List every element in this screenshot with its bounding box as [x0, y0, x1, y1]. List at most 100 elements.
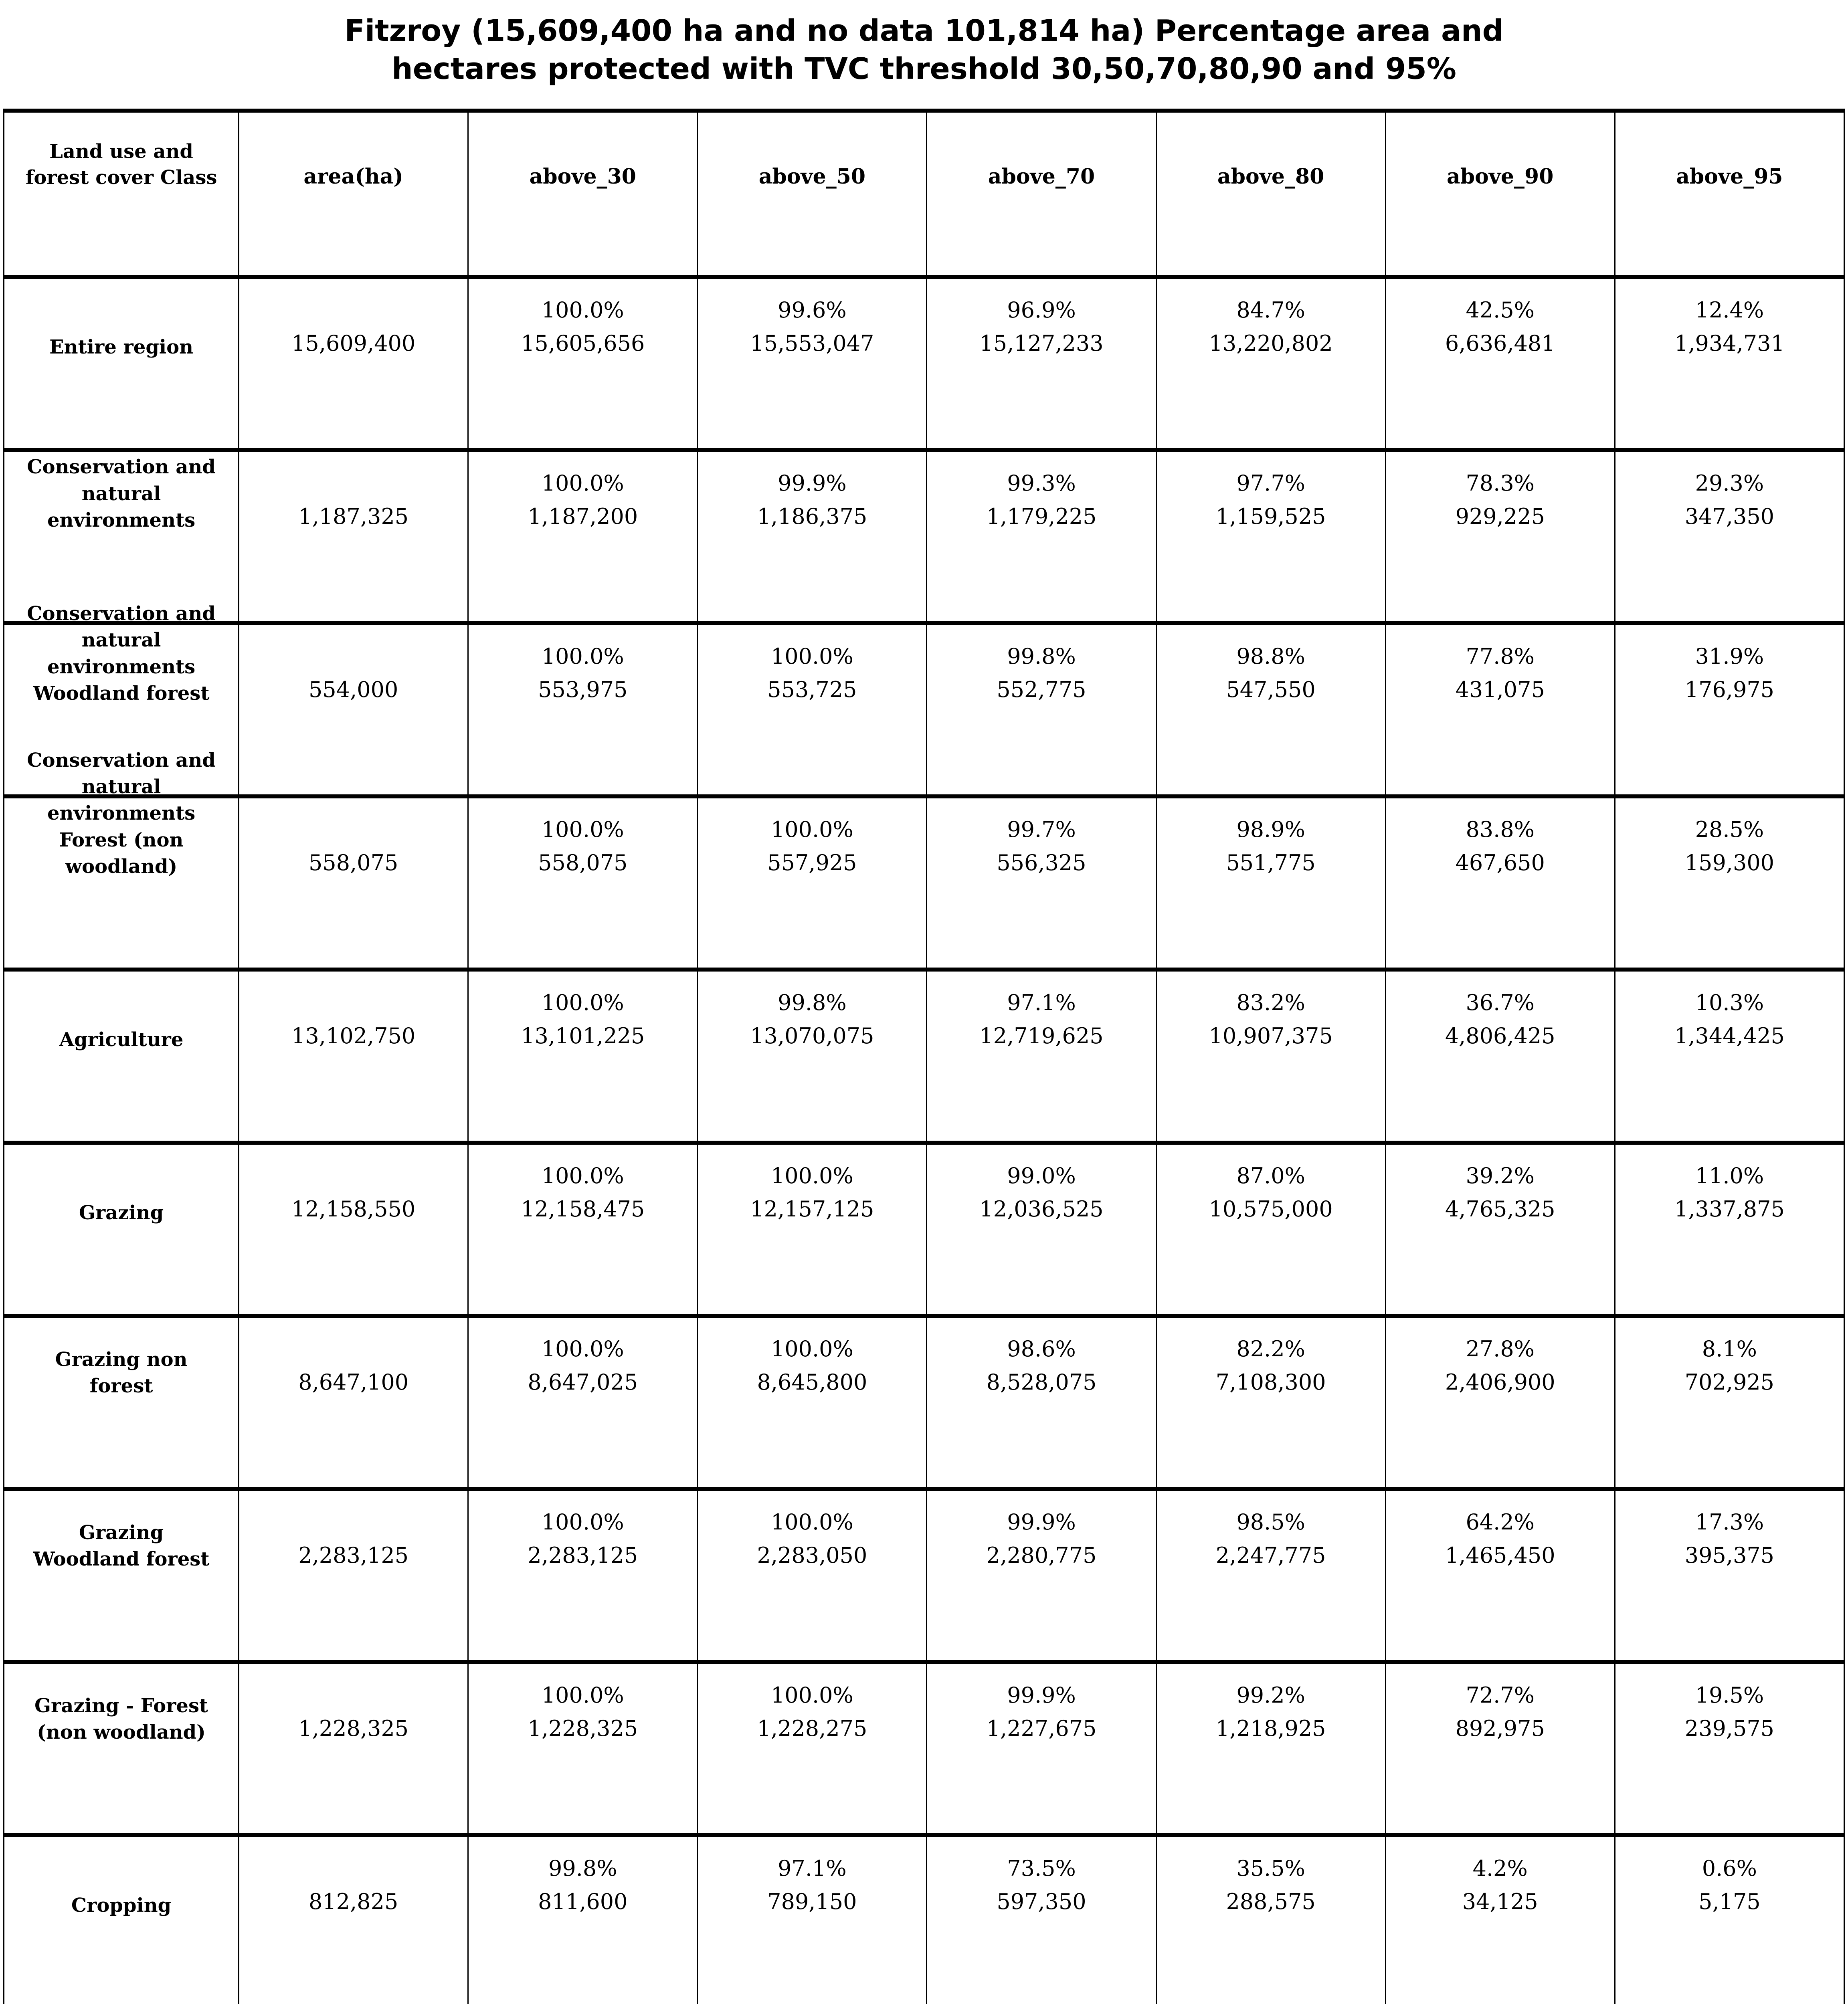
value-cell-above-95: 17.3% 395,375: [1614, 1487, 1845, 1665]
value-cell-above-80: 35.5% 288,575: [1155, 1833, 1386, 2004]
value-cell-above-70: 73.5% 597,350: [926, 1833, 1157, 2004]
value-cell-above-95: 29.3% 347,350: [1614, 448, 1845, 626]
page-title-line1: Fitzroy (15,609,400 ha and no data 101,8…: [344, 14, 1504, 48]
table-row: Grazing Woodland forest 2,283,125 100.0%…: [3, 1487, 1845, 1665]
value-cell-above-50: 97.1% 789,150: [697, 1833, 928, 2004]
value-cell-above-30: 100.0% 558,075: [467, 794, 698, 972]
column-header-above-30: above_30: [467, 109, 698, 279]
value-cell-above-95: 8.1% 702,925: [1614, 1314, 1845, 1491]
row-label-cell: Grazing: [3, 1141, 240, 1318]
area-cell: 554,000: [238, 621, 469, 799]
value-cell-above-50: 100.0% 8,645,800: [697, 1314, 928, 1491]
value-cell-above-90: 77.8% 431,075: [1385, 621, 1615, 799]
value-cell-above-80: 98.9% 551,775: [1155, 794, 1386, 972]
value-cell-above-90: 39.2% 4,765,325: [1385, 1141, 1615, 1318]
value-cell-above-90: 78.3% 929,225: [1385, 448, 1615, 626]
value-cell-above-70: 99.3% 1,179,225: [926, 448, 1157, 626]
value-cell-above-30: 100.0% 1,187,200: [467, 448, 698, 626]
value-cell-above-95: 12.4% 1,934,731: [1614, 275, 1845, 453]
value-cell-above-95: 10.3% 1,344,425: [1614, 968, 1845, 1145]
value-cell-above-80: 82.2% 7,108,300: [1155, 1314, 1386, 1491]
table-row: Entire region 15,609,400 100.0% 15,605,65…: [3, 275, 1845, 453]
value-cell-above-80: 84.7% 13,220,802: [1155, 275, 1386, 453]
value-cell-above-95: 11.0% 1,337,875: [1614, 1141, 1845, 1318]
column-header-above-80: above_80: [1155, 109, 1386, 279]
table-row: Grazing - Forest (non woodland) 1,228,32…: [3, 1660, 1845, 1838]
value-cell-above-90: 72.7% 892,975: [1385, 1660, 1615, 1838]
value-cell-above-90: 36.7% 4,806,425: [1385, 968, 1615, 1145]
area-cell: 558,075: [238, 794, 469, 972]
row-label-cell: Entire region: [3, 275, 240, 453]
value-cell-above-90: 42.5% 6,636,481: [1385, 275, 1615, 453]
row-label-cell: Conservation and natural environments Wo…: [3, 602, 240, 799]
table-row: Cropping 812,825 99.8% 811,600 97.1% 789,1…: [3, 1833, 1845, 2004]
column-header-above-95: above_95: [1614, 109, 1845, 279]
value-cell-above-70: 99.0% 12,036,525: [926, 1141, 1157, 1318]
value-cell-above-90: 27.8% 2,406,900: [1385, 1314, 1615, 1491]
value-cell-above-80: 83.2% 10,907,375: [1155, 968, 1386, 1145]
value-cell-above-70: 98.6% 8,528,075: [926, 1314, 1157, 1491]
protected-area-table: Land use and forest cover Class area(ha)…: [3, 109, 1845, 2004]
row-label-cell: Cropping: [3, 1833, 240, 2004]
value-cell-above-50: 100.0% 1,228,275: [697, 1660, 928, 1838]
value-cell-above-50: 100.0% 553,725: [697, 621, 928, 799]
area-cell: 15,609,400: [238, 275, 469, 453]
page-title-line2: hectares protected with TVC threshold 30…: [392, 51, 1456, 86]
value-cell-above-50: 100.0% 557,925: [697, 794, 928, 972]
header-row: Land use and forest cover Class area(ha)…: [3, 109, 1845, 279]
area-cell: 1,228,325: [238, 1660, 469, 1838]
page-title: Fitzroy (15,609,400 ha and no data 101,8…: [0, 0, 1848, 88]
column-header-above-90: above_90: [1385, 109, 1615, 279]
value-cell-above-70: 97.1% 12,719,625: [926, 968, 1157, 1145]
value-cell-above-80: 87.0% 10,575,000: [1155, 1141, 1386, 1318]
value-cell-above-80: 98.5% 2,247,775: [1155, 1487, 1386, 1665]
value-cell-above-80: 98.8% 547,550: [1155, 621, 1386, 799]
value-cell-above-50: 100.0% 12,157,125: [697, 1141, 928, 1318]
value-cell-above-30: 100.0% 1,228,325: [467, 1660, 698, 1838]
table-header: Land use and forest cover Class area(ha)…: [3, 109, 1845, 279]
value-cell-above-50: 99.6% 15,553,047: [697, 275, 928, 453]
table-row: Grazing 12,158,550 100.0% 12,158,475 100.…: [3, 1141, 1845, 1318]
table-row: Agriculture 13,102,750 100.0% 13,101,225 …: [3, 968, 1845, 1145]
area-cell: 812,825: [238, 1833, 469, 2004]
row-label-cell: Conservation and natural environments Fo…: [3, 749, 240, 972]
value-cell-above-70: 99.7% 556,325: [926, 794, 1157, 972]
column-header-area: area(ha): [238, 109, 469, 279]
column-header-above-70: above_70: [926, 109, 1157, 279]
value-cell-above-50: 100.0% 2,283,050: [697, 1487, 928, 1665]
value-cell-above-90: 4.2% 34,125: [1385, 1833, 1615, 2004]
value-cell-above-80: 97.7% 1,159,525: [1155, 448, 1386, 626]
row-label-cell: Grazing non forest: [3, 1314, 240, 1491]
row-label-cell: Conservation and natural environments: [3, 448, 240, 626]
table-row: Grazing non forest 8,647,100 100.0% 8,647…: [3, 1314, 1845, 1491]
table-row: Conservation and natural environments Fo…: [3, 749, 1845, 972]
value-cell-above-70: 96.9% 15,127,233: [926, 275, 1157, 453]
table-body: Entire region 15,609,400 100.0% 15,605,65…: [3, 275, 1845, 2004]
value-cell-above-50: 99.9% 1,186,375: [697, 448, 928, 626]
value-cell-above-30: 100.0% 15,605,656: [467, 275, 698, 453]
value-cell-above-30: 99.8% 811,600: [467, 1833, 698, 2004]
area-cell: 8,647,100: [238, 1314, 469, 1491]
table-row: Conservation and natural environments 1,…: [3, 448, 1845, 626]
value-cell-above-80: 99.2% 1,218,925: [1155, 1660, 1386, 1838]
value-cell-above-30: 100.0% 13,101,225: [467, 968, 698, 1145]
value-cell-above-95: 19.5% 239,575: [1614, 1660, 1845, 1838]
value-cell-above-90: 64.2% 1,465,450: [1385, 1487, 1615, 1665]
row-label-cell: Agriculture: [3, 968, 240, 1145]
value-cell-above-30: 100.0% 12,158,475: [467, 1141, 698, 1318]
value-cell-above-95: 31.9% 176,975: [1614, 621, 1845, 799]
table-row: Conservation and natural environments Wo…: [3, 602, 1845, 799]
value-cell-above-30: 100.0% 553,975: [467, 621, 698, 799]
value-cell-above-30: 100.0% 8,647,025: [467, 1314, 698, 1491]
area-cell: 2,283,125: [238, 1487, 469, 1665]
row-label-cell: Grazing - Forest (non woodland): [3, 1660, 240, 1838]
value-cell-above-70: 99.8% 552,775: [926, 621, 1157, 799]
value-cell-above-95: 28.5% 159,300: [1614, 794, 1845, 972]
row-label-cell: Grazing Woodland forest: [3, 1487, 240, 1665]
value-cell-above-30: 100.0% 2,283,125: [467, 1487, 698, 1665]
value-cell-above-90: 83.8% 467,650: [1385, 794, 1615, 972]
value-cell-above-70: 99.9% 1,227,675: [926, 1660, 1157, 1838]
column-header-above-50: above_50: [697, 109, 928, 279]
value-cell-above-70: 99.9% 2,280,775: [926, 1487, 1157, 1665]
